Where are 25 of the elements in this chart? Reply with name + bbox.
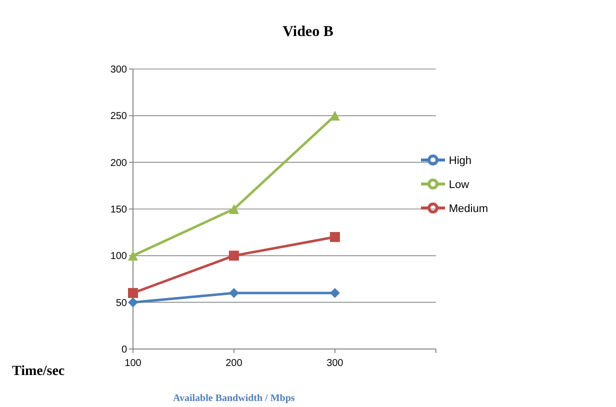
x-axis-title: Available Bandwidth / Mbps: [173, 393, 295, 404]
x-tick-label: 200: [226, 358, 243, 370]
legend-label: High: [448, 155, 472, 168]
point: [128, 297, 138, 308]
point: [330, 288, 340, 298]
y-tick-label: 50: [116, 298, 128, 309]
point: [128, 288, 138, 298]
y-tick-label: 150: [110, 204, 128, 216]
y-axis-title: Time/sec: [12, 364, 65, 380]
y-tick-label: 300: [110, 64, 128, 76]
point: [330, 232, 340, 242]
y-tick-label: 100: [110, 251, 128, 262]
x-tick-label: 300: [326, 358, 344, 370]
chart-title: Video B: [282, 24, 334, 41]
point: [228, 288, 239, 298]
y-tick-label: 200: [110, 158, 128, 169]
legend-label: Low: [448, 179, 470, 192]
point: [330, 110, 340, 121]
point: [128, 250, 138, 261]
point: [228, 204, 239, 214]
point: [228, 250, 239, 261]
y-tick-label: 250: [110, 111, 128, 122]
x-tick-label: 100: [124, 358, 142, 370]
legend-label: Medium: [448, 203, 488, 216]
y-tick-label: 0: [121, 344, 128, 356]
